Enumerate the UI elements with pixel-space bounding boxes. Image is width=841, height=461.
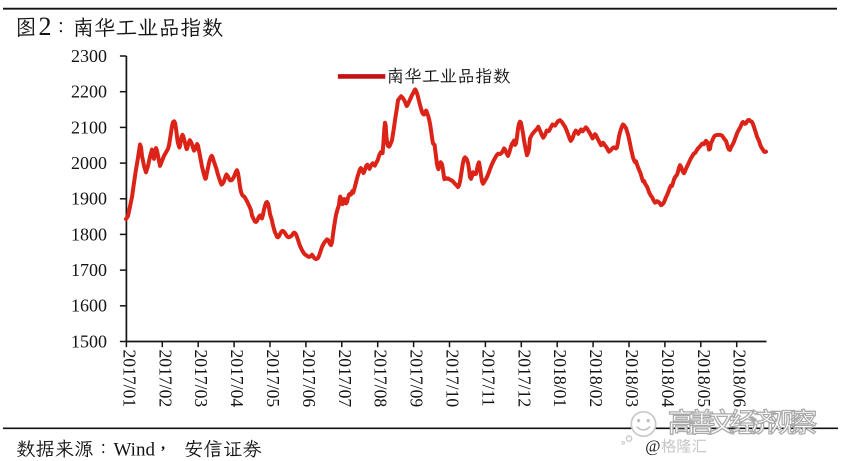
svg-text:1800: 1800 bbox=[71, 224, 107, 244]
svg-text:Wind: Wind bbox=[114, 439, 156, 460]
svg-text:2018/03: 2018/03 bbox=[622, 350, 642, 408]
svg-text:1500: 1500 bbox=[71, 331, 107, 351]
svg-text:2000: 2000 bbox=[71, 153, 107, 173]
svg-text:2018/01: 2018/01 bbox=[550, 350, 570, 408]
svg-text:2017/11: 2017/11 bbox=[478, 350, 498, 407]
svg-text:1600: 1600 bbox=[71, 296, 107, 316]
svg-text:2018/05: 2018/05 bbox=[694, 350, 714, 408]
svg-text:2100: 2100 bbox=[71, 117, 107, 137]
svg-text:2017/12: 2017/12 bbox=[514, 350, 534, 408]
svg-text:2017/04: 2017/04 bbox=[227, 350, 247, 408]
svg-text:@: @ bbox=[645, 437, 660, 456]
svg-text:2017/02: 2017/02 bbox=[155, 350, 175, 408]
svg-text:2018/04: 2018/04 bbox=[658, 350, 678, 408]
svg-text:2017/06: 2017/06 bbox=[299, 350, 319, 408]
svg-text:2300: 2300 bbox=[71, 46, 107, 66]
svg-text:2017/01: 2017/01 bbox=[119, 350, 139, 408]
svg-text:2018/06: 2018/06 bbox=[730, 350, 750, 408]
svg-text:2018/02: 2018/02 bbox=[586, 350, 606, 408]
svg-text:2017/05: 2017/05 bbox=[263, 350, 283, 408]
svg-text:1700: 1700 bbox=[71, 260, 107, 280]
svg-text:2017/07: 2017/07 bbox=[335, 350, 355, 408]
svg-text:1900: 1900 bbox=[71, 189, 107, 209]
svg-text:2017/03: 2017/03 bbox=[191, 350, 211, 408]
svg-text:2200: 2200 bbox=[71, 82, 107, 102]
svg-text:2017/08: 2017/08 bbox=[371, 350, 391, 408]
svg-text:2: 2 bbox=[39, 12, 52, 41]
svg-text:2017/09: 2017/09 bbox=[407, 350, 427, 408]
svg-text:2017/10: 2017/10 bbox=[443, 350, 463, 408]
